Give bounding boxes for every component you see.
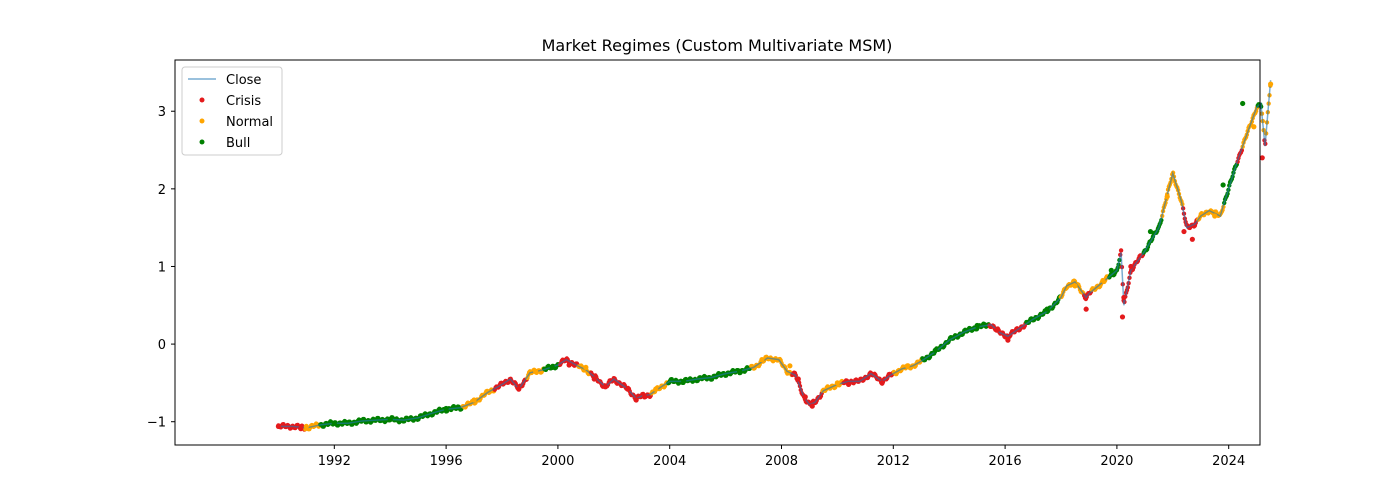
crisis-point xyxy=(1083,306,1089,312)
series-normal xyxy=(303,81,1274,429)
normal-point xyxy=(1100,277,1106,284)
bull-point xyxy=(1220,182,1226,188)
crisis-point xyxy=(1121,294,1127,301)
y-tick-label: 3 xyxy=(158,105,166,120)
x-tick-label: 1992 xyxy=(318,454,351,469)
close-line xyxy=(278,80,1272,429)
crisis-point xyxy=(566,362,572,368)
crisis-point xyxy=(516,386,522,392)
bull-point xyxy=(1240,100,1246,107)
normal-point xyxy=(1164,194,1170,200)
y-tick-label: 2 xyxy=(158,183,166,198)
legend-normal-label: Normal xyxy=(226,115,273,130)
normal-point xyxy=(653,386,659,392)
crisis-point xyxy=(633,397,639,403)
crisis-point xyxy=(1189,236,1195,242)
bull-point xyxy=(736,368,743,374)
x-tick-label: 2012 xyxy=(877,454,910,469)
x-tick-label: 2004 xyxy=(653,454,686,469)
y-tick-label: −1 xyxy=(147,416,166,431)
x-tick-label: 2016 xyxy=(989,454,1022,469)
legend-bull-label: Bull xyxy=(226,136,250,151)
bull-point xyxy=(331,420,337,426)
regime-point-crisis xyxy=(1118,248,1124,253)
bull-point xyxy=(1147,228,1154,235)
crisis-point xyxy=(795,376,801,382)
bull-point xyxy=(681,378,687,384)
crisis-point xyxy=(298,426,304,432)
crisis-point xyxy=(802,394,808,400)
bull-point xyxy=(932,347,938,353)
legend-box xyxy=(181,66,283,156)
x-tick-label: 2008 xyxy=(765,454,798,469)
crisis-point xyxy=(602,384,609,390)
crisis-point xyxy=(275,423,282,429)
normal-point xyxy=(1072,283,1078,289)
normal-point xyxy=(834,380,841,386)
legend-crisis-label: Crisis xyxy=(226,94,261,109)
bull-point xyxy=(549,364,555,370)
crisis-point xyxy=(879,380,885,386)
plot-area xyxy=(275,80,1274,432)
crisis-point xyxy=(1259,155,1265,161)
legend-close-label: Close xyxy=(226,73,261,88)
x-tick-label: 1996 xyxy=(430,454,463,469)
x-tick-label: 2000 xyxy=(541,454,574,469)
normal-point xyxy=(1268,81,1274,87)
bull-point xyxy=(443,405,449,412)
crisis-point xyxy=(1181,228,1187,235)
bull-point xyxy=(1108,267,1114,273)
normal-point xyxy=(904,363,910,369)
normal-point xyxy=(759,357,765,363)
crisis-point xyxy=(641,394,648,400)
y-tick-label: 0 xyxy=(158,338,166,353)
axes: 1992 1996 2000 2004 2008 2012 2016 2020 2024 −1 0 1… xyxy=(147,105,1245,469)
crisis-point xyxy=(625,386,631,392)
bull-point xyxy=(974,322,980,329)
normal-point xyxy=(1212,213,1218,219)
x-tick-label: 2020 xyxy=(1100,454,1133,469)
plot-frame xyxy=(174,59,1261,446)
crisis-point xyxy=(809,403,815,409)
crisis-point xyxy=(591,376,597,382)
crisis-point xyxy=(845,381,852,388)
normal-point xyxy=(471,397,477,403)
bull-point xyxy=(1044,306,1050,312)
normal-point xyxy=(303,423,309,429)
y-tick-label: 1 xyxy=(158,260,166,275)
crisis-point xyxy=(1119,314,1126,320)
series-crisis xyxy=(275,155,1265,432)
normal-point xyxy=(1251,124,1257,130)
legend-bull-marker xyxy=(199,139,205,145)
bull-point xyxy=(387,416,393,422)
series-bull xyxy=(331,100,1246,426)
chart-title: Market Regimes (Custom Multivariate MSM) xyxy=(542,36,893,55)
crisis-point xyxy=(994,327,1000,333)
crisis-point xyxy=(1128,263,1134,270)
x-tick-label: 2024 xyxy=(1212,454,1245,469)
normal-point xyxy=(583,364,589,370)
legend: Close Crisis Normal Bull xyxy=(181,66,283,156)
legend-normal-marker xyxy=(199,118,205,124)
legend-crisis-marker xyxy=(199,97,205,103)
normal-point xyxy=(532,368,539,374)
normal-point xyxy=(787,363,793,369)
crisis-point xyxy=(1005,337,1011,343)
